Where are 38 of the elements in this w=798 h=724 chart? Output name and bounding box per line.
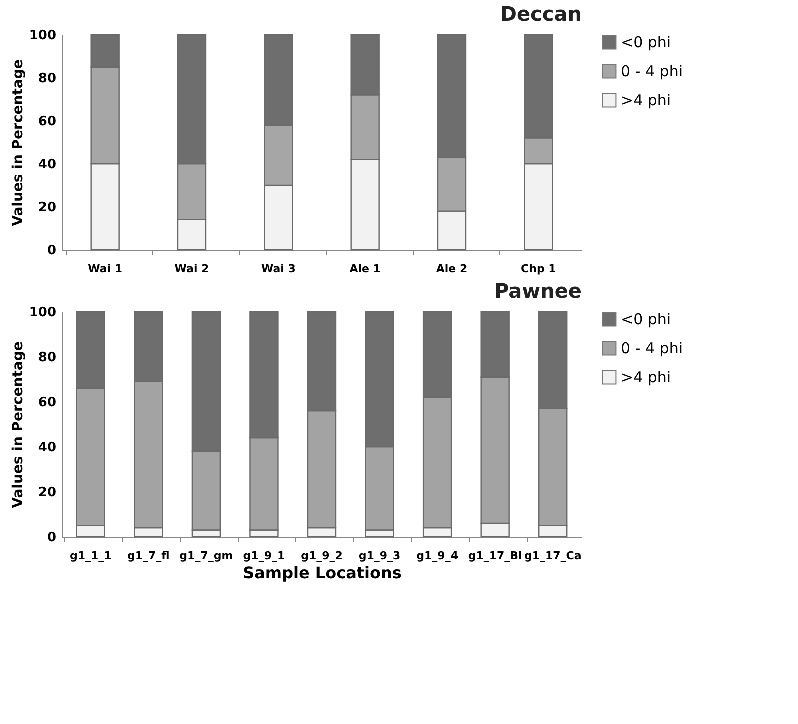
y-tick-label: 60 — [38, 396, 56, 410]
y-tick-label: 100 — [29, 28, 56, 44]
y-tick-label: 0 — [47, 244, 56, 258]
x-tick-label: g1_9_1 — [243, 550, 286, 562]
x-tick-label: g1_1_1 — [70, 550, 112, 562]
x-tick-label: g1_9_3 — [358, 550, 401, 562]
legend-label: 0 - 4 phi — [621, 62, 683, 80]
y-tick-label: 0 — [47, 530, 56, 546]
y-tick-label: 60 — [38, 114, 56, 130]
y-axis-title: Values in Percentage — [10, 342, 26, 508]
x-tick-label: Ale 2 — [436, 262, 468, 276]
x-tick-label: Wai 3 — [261, 262, 296, 276]
x-tick-label: Chp 1 — [521, 262, 556, 276]
legend-label: <0 phi — [621, 310, 672, 328]
x-tick-label: g1_17_Bl — [468, 550, 522, 562]
x-tick-label: g1_7_gm — [180, 550, 234, 562]
y-tick-label: 20 — [38, 200, 56, 216]
x-tick-label: g1_7_fl — [127, 550, 170, 562]
x-tick-label: Wai 2 — [174, 262, 210, 276]
y-axis-title: Values in Percentage — [10, 60, 26, 226]
y-tick-label: 20 — [38, 486, 56, 500]
chart-title: Pawnee — [494, 279, 582, 303]
legend-label: <0 phi — [621, 34, 672, 52]
y-tick-label: 80 — [38, 72, 56, 86]
legend-label: >4 phi — [621, 368, 672, 386]
chart-title: Deccan — [500, 2, 582, 26]
x-tick-label: Wai 1 — [88, 262, 123, 276]
x-tick-label: g1_9_2 — [301, 550, 343, 562]
y-tick-label: 40 — [38, 440, 56, 456]
x-tick-label: g1_17_Ca — [524, 550, 582, 562]
y-tick-label: 80 — [38, 350, 56, 366]
y-tick-label: 100 — [29, 306, 56, 320]
y-tick-label: 40 — [38, 158, 56, 172]
x-axis-title: Sample Locations — [243, 564, 402, 582]
legend-label: >4 phi — [621, 92, 672, 110]
legend-label: 0 - 4 phi — [621, 340, 683, 358]
x-tick-label: Ale 1 — [350, 262, 381, 276]
x-tick-label: g1_9_4 — [416, 550, 459, 562]
